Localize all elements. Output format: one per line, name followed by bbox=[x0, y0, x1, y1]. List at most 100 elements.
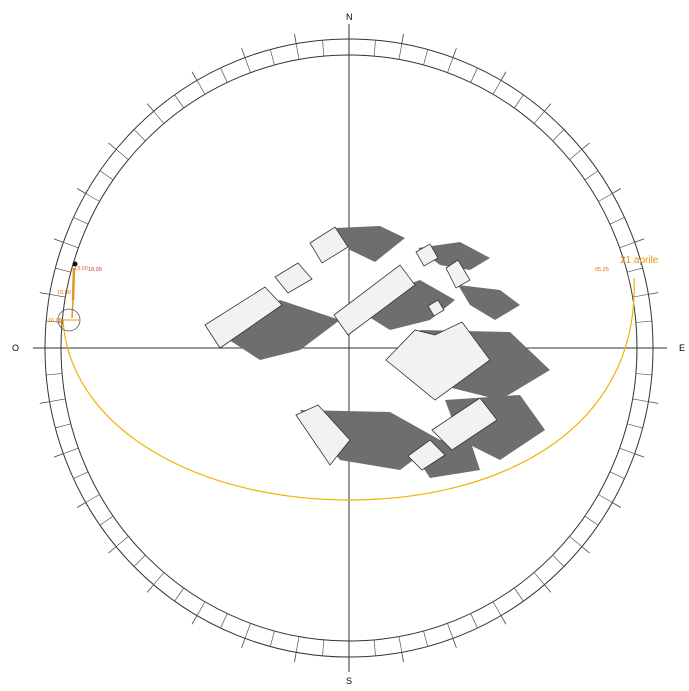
ring-division bbox=[99, 170, 114, 181]
ring-division bbox=[584, 170, 599, 181]
ring-division bbox=[115, 149, 129, 160]
outer-tick bbox=[634, 453, 645, 458]
buildings bbox=[204, 226, 498, 471]
outer-tick bbox=[401, 33, 404, 44]
time-label-d: 16.00 bbox=[48, 318, 62, 324]
ring-division bbox=[533, 111, 545, 124]
outer-tick bbox=[612, 188, 622, 194]
building-11 bbox=[431, 397, 498, 451]
ring-division bbox=[513, 94, 524, 109]
ring-division bbox=[46, 320, 63, 323]
ring-division bbox=[85, 193, 100, 202]
ring-division bbox=[55, 267, 71, 273]
ring-division bbox=[598, 193, 613, 202]
ring-division bbox=[85, 494, 100, 503]
building-7 bbox=[427, 299, 445, 317]
outer-tick bbox=[294, 33, 297, 44]
outer-tick bbox=[401, 652, 404, 663]
ring-division bbox=[632, 398, 649, 403]
ring-division bbox=[63, 241, 79, 249]
outer-tick bbox=[452, 638, 457, 648]
shadow-1 bbox=[220, 300, 340, 360]
ring-division bbox=[423, 49, 429, 66]
ring-division bbox=[632, 293, 649, 298]
outer-tick bbox=[146, 584, 154, 593]
outer-tick bbox=[76, 188, 86, 194]
ring-division bbox=[627, 423, 643, 429]
outer-tick bbox=[500, 71, 507, 81]
north-label: N bbox=[346, 12, 353, 22]
building-5 bbox=[415, 243, 439, 267]
outer-tick bbox=[294, 652, 297, 663]
ring-division bbox=[533, 572, 545, 585]
outer-tick bbox=[53, 453, 64, 458]
ring-division bbox=[584, 515, 599, 526]
ring-division bbox=[609, 471, 625, 479]
ring-division bbox=[423, 630, 429, 647]
shadow-4 bbox=[418, 242, 490, 270]
time-label-b: 19.00 bbox=[88, 267, 102, 273]
ring-division bbox=[552, 554, 565, 567]
ring-division bbox=[492, 80, 502, 95]
outer-tick bbox=[108, 546, 117, 554]
ring-division bbox=[46, 373, 63, 376]
ring-division bbox=[373, 40, 376, 57]
outer-tick bbox=[544, 584, 552, 593]
ring-division bbox=[220, 67, 228, 83]
ring-division bbox=[513, 587, 524, 602]
ring-division bbox=[295, 636, 300, 653]
building-8 bbox=[385, 321, 491, 401]
outer-tick bbox=[76, 502, 86, 508]
ring-division bbox=[598, 494, 613, 503]
ring-division bbox=[269, 630, 275, 647]
time-label-a: 13.00 bbox=[74, 266, 88, 272]
sunrise-time: 05.25 bbox=[595, 267, 609, 273]
ring-division bbox=[619, 447, 635, 455]
building-2 bbox=[274, 262, 313, 294]
ring-division bbox=[63, 447, 79, 455]
ring-division bbox=[470, 67, 478, 83]
outer-tick bbox=[191, 615, 198, 625]
ring-division bbox=[470, 613, 478, 629]
ring-division bbox=[619, 241, 635, 249]
shadow-3 bbox=[350, 280, 455, 330]
ring-division bbox=[49, 293, 66, 298]
ring-division bbox=[627, 267, 643, 273]
ring-division bbox=[174, 94, 185, 109]
ring-division bbox=[635, 320, 652, 323]
ring-division bbox=[269, 49, 275, 66]
outer-tick bbox=[634, 238, 645, 243]
ring-division bbox=[244, 623, 251, 639]
outer-tick bbox=[612, 502, 622, 508]
ring-division bbox=[153, 111, 165, 124]
ring-division bbox=[133, 129, 146, 142]
outer-tick bbox=[648, 401, 659, 404]
sun-path-curve bbox=[62, 277, 635, 501]
outer-tick bbox=[581, 546, 590, 554]
sun-dot bbox=[72, 261, 78, 267]
outer-tick bbox=[191, 71, 198, 81]
ring-division bbox=[55, 423, 71, 429]
building-4 bbox=[333, 264, 416, 336]
ring-division bbox=[569, 536, 583, 547]
ring-division bbox=[99, 515, 114, 526]
building-6 bbox=[445, 259, 471, 289]
outer-tick bbox=[581, 142, 590, 150]
ring-division bbox=[115, 536, 129, 547]
ring-division bbox=[196, 601, 206, 616]
ring-division bbox=[49, 398, 66, 403]
time-label-c: 15.00 bbox=[57, 290, 71, 296]
outer-tick bbox=[648, 292, 659, 295]
sun-hour-line-2 bbox=[71, 299, 74, 319]
ring-division bbox=[569, 149, 583, 160]
ring-division bbox=[322, 40, 325, 57]
west-label: O bbox=[12, 343, 19, 353]
ring-division bbox=[73, 217, 89, 225]
ring-division bbox=[373, 639, 376, 656]
ring-division bbox=[244, 57, 251, 73]
building-9 bbox=[295, 404, 351, 466]
ring-division bbox=[398, 43, 403, 60]
outer-tick bbox=[241, 638, 246, 648]
shadow-5 bbox=[458, 285, 520, 320]
shadows bbox=[220, 226, 550, 478]
